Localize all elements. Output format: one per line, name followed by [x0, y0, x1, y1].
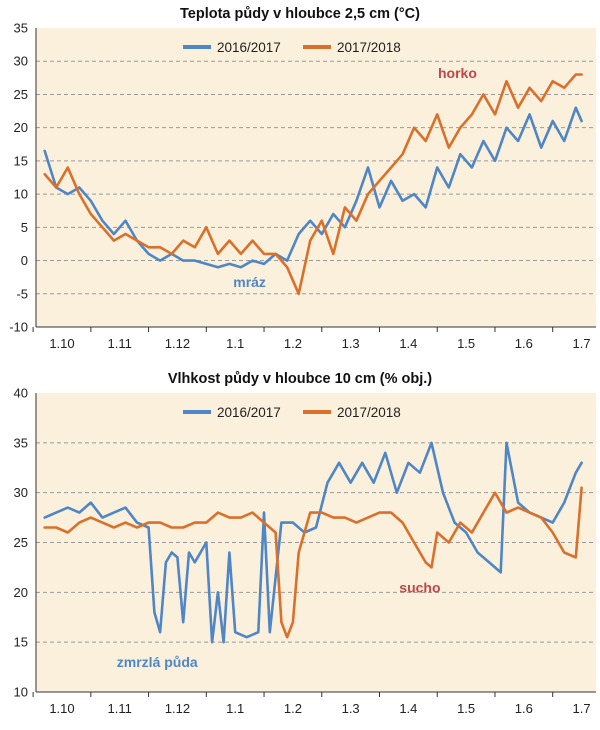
- y-tick-label: 15: [14, 153, 28, 168]
- x-tick-label: 1.7: [573, 336, 591, 351]
- y-tick-label: 20: [14, 120, 28, 135]
- x-tick-label: 1.5: [457, 701, 475, 716]
- legend-label: 2017/2018: [337, 40, 401, 55]
- legend-label: 2017/2018: [337, 405, 401, 420]
- chart-soil-temperature: Teplota půdy v hloubce 2,5 cm (°C) 35 30 25…: [9, 6, 596, 351]
- x-tick-label: 1.4: [399, 336, 417, 351]
- x-tick-label: 1.11: [108, 336, 132, 351]
- annotation-label: sucho: [399, 579, 440, 595]
- x-tick-label: 1.10: [49, 336, 74, 351]
- legend-label: 2016/2017: [217, 405, 281, 420]
- x-tick-label: 1.3: [342, 336, 360, 351]
- x-tick-label: 1.11: [108, 701, 132, 716]
- x-tick-label: 1.3: [342, 701, 360, 716]
- y-tick-label: 35: [14, 21, 28, 36]
- annotation-label: zmrzlá půda: [117, 654, 198, 670]
- chart-soil-moisture: Vlhkost půdy v hloubce 10 cm (% obj.) 40 3…: [14, 371, 596, 716]
- series-line-2016-2017: [43, 441, 583, 644]
- x-tick-label: 1.6: [515, 336, 533, 351]
- chart-title: Vlhkost půdy v hloubce 10 cm (% obj.): [168, 371, 432, 387]
- y-tick-label: 30: [14, 54, 28, 69]
- series-line-2017-2018: [43, 486, 583, 639]
- series-line-2016-2017: [43, 106, 583, 269]
- y-tick-label: -10: [9, 320, 28, 335]
- x-tick-label: 1.1: [226, 336, 244, 351]
- y-tick-label: 25: [14, 87, 28, 102]
- y-tick-label: 10: [14, 685, 28, 700]
- plot-area: [36, 28, 596, 327]
- chart-title: Teplota půdy v hloubce 2,5 cm (°C): [180, 6, 420, 22]
- x-tick-label: 1.6: [515, 701, 533, 716]
- y-tick-label: 15: [14, 635, 28, 650]
- y-tick-label: 0: [21, 253, 28, 268]
- y-tick-label: 35: [14, 435, 28, 450]
- x-tick-label: 1.2: [284, 701, 302, 716]
- y-tick-label: 30: [14, 485, 28, 500]
- series-line-2017-2018: [43, 73, 583, 296]
- y-tick-label: 40: [14, 386, 28, 401]
- x-tick-label: 1.12: [165, 701, 190, 716]
- x-tick-label: 1.7: [573, 701, 591, 716]
- x-tick-label: 1.2: [284, 336, 302, 351]
- y-tick-label: 25: [14, 535, 28, 550]
- legend-label: 2016/2017: [217, 40, 281, 55]
- x-tick-label: 1.5: [457, 336, 475, 351]
- x-tick-label: 1.4: [399, 701, 417, 716]
- x-tick-label: 1.1: [226, 701, 244, 716]
- annotation-label: horko: [438, 65, 477, 81]
- x-tick-label: 1.12: [165, 336, 190, 351]
- annotation-label: mráz: [233, 274, 266, 290]
- y-tick-label: 5: [21, 220, 28, 235]
- y-tick-label: 10: [14, 187, 28, 202]
- y-tick-label: -5: [16, 286, 28, 301]
- y-tick-label: 20: [14, 585, 28, 600]
- x-tick-label: 1.10: [49, 701, 74, 716]
